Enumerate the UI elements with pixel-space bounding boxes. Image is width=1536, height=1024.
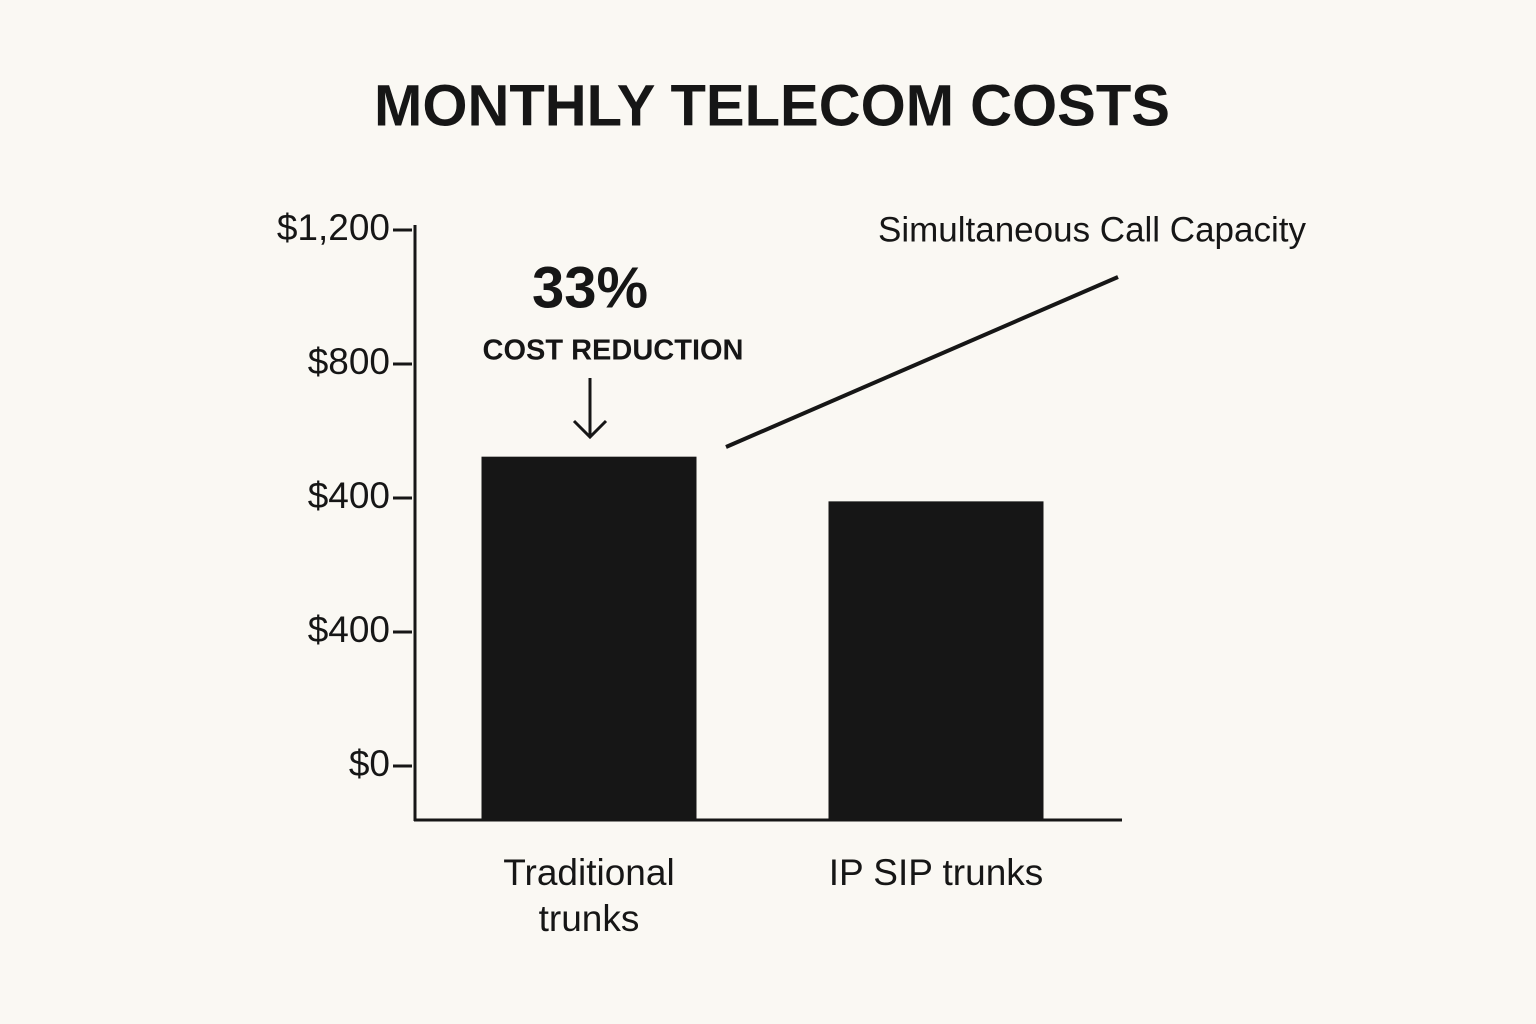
y-tick-label: $800 [308, 341, 390, 382]
y-tick-label: $1,200 [277, 207, 390, 248]
capacity-label: Simultaneous Call Capacity [878, 210, 1306, 249]
annotation-percent: 33% [532, 255, 648, 320]
bar [481, 456, 697, 820]
bar [828, 501, 1044, 820]
y-tick-label: $400 [308, 609, 390, 650]
y-tick-label: $400 [308, 475, 390, 516]
y-tick-label: $0 [349, 743, 390, 784]
chart-title: MONTHLY TELECOM COSTS [374, 73, 1170, 138]
annotation-text: COST REDUCTION [483, 335, 744, 367]
capacity-line [725, 275, 1119, 449]
x-tick-label: Traditional trunks [503, 852, 675, 939]
annotation-arrow [572, 378, 608, 440]
x-tick-label: IP SIP trunks [828, 852, 1044, 893]
